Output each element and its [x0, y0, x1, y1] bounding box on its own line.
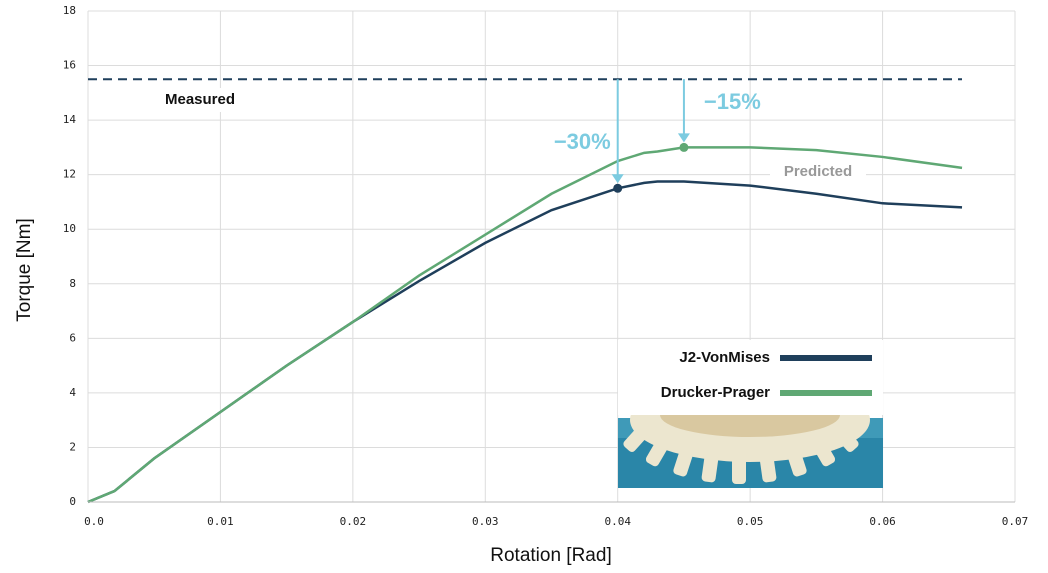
y-tick-label: 6 — [69, 331, 76, 344]
annotation-label: −30% — [554, 129, 611, 154]
label-bg — [770, 160, 866, 184]
annotation-label: −15% — [704, 89, 761, 114]
x-tick-label: 0.01 — [207, 515, 234, 528]
x-tick-label: 0.04 — [604, 515, 631, 528]
measured-label: Measured — [165, 91, 235, 108]
predicted-label: Predicted — [784, 163, 852, 180]
x-tick-label: 0.02 — [340, 515, 367, 528]
x-tick-label: 0.05 — [737, 515, 764, 528]
legend-label: Drucker-Prager — [661, 384, 770, 401]
y-tick-label: 0 — [69, 495, 76, 508]
series-line — [87, 146, 963, 504]
y-tick-label: 12 — [63, 168, 76, 181]
label-bg — [150, 88, 250, 112]
y-tick-label: 2 — [69, 440, 76, 453]
y-tick-label: 8 — [69, 277, 76, 290]
highlight-point — [613, 183, 623, 193]
x-tick-label: 0.06 — [869, 515, 896, 528]
highlight-point — [679, 142, 689, 152]
legend-box — [618, 340, 883, 415]
x-tick-label: 0.07 — [1002, 515, 1029, 528]
y-tick-label: 10 — [63, 222, 76, 235]
legend-label: J2-VonMises — [679, 349, 770, 366]
x-tick-label: 0.03 — [472, 515, 499, 528]
y-tick-label: 4 — [69, 386, 76, 399]
arrow-head — [677, 133, 690, 143]
x-axis-label: Rotation [Rad] — [490, 545, 611, 566]
x-tick-label: 0.0 — [84, 515, 104, 528]
y-tick-label: 16 — [63, 59, 76, 72]
y-tick-label: 14 — [63, 113, 77, 126]
arrow-head — [611, 174, 624, 184]
y-axis-label: Torque [Nm] — [14, 218, 35, 321]
y-tick-label: 18 — [63, 4, 76, 17]
